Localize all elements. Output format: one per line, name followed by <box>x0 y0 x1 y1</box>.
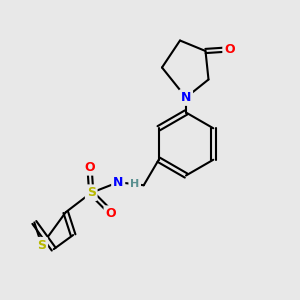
Text: N: N <box>181 91 191 104</box>
Text: H: H <box>130 179 139 189</box>
Text: S: S <box>87 186 96 199</box>
Text: O: O <box>224 43 235 56</box>
Text: N: N <box>113 176 123 189</box>
Text: S: S <box>37 239 46 252</box>
Text: O: O <box>105 207 116 220</box>
Text: O: O <box>84 161 95 174</box>
